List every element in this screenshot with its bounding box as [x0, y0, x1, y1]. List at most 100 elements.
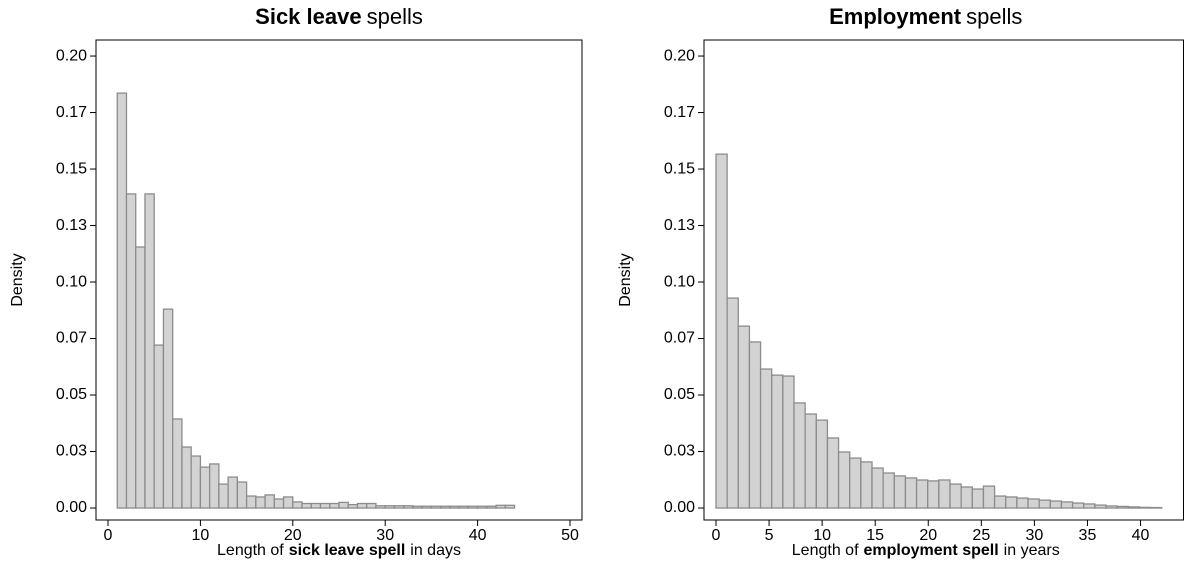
y-tick-label: 0.10 — [56, 273, 87, 290]
bar — [181, 446, 192, 509]
bar — [804, 413, 817, 509]
x-tick-label: 50 — [561, 527, 579, 544]
x-axis-label-part: Length of — [217, 542, 284, 559]
x-axis-label-part: sick leave spell — [289, 542, 406, 559]
x-tick-label: 10 — [813, 527, 831, 544]
x-tick-label: 15 — [866, 527, 884, 544]
bar — [255, 496, 266, 509]
y-axis-label: Density — [9, 253, 26, 306]
y-tick-label: 0.03 — [56, 443, 87, 460]
bar — [1094, 504, 1107, 509]
bar — [748, 341, 762, 509]
x-tick-label: 40 — [469, 527, 487, 544]
bar — [726, 297, 739, 509]
bar — [458, 505, 470, 509]
bar — [162, 308, 174, 509]
bar — [993, 495, 1007, 509]
bar — [190, 455, 202, 509]
bar — [430, 505, 442, 509]
bar — [1071, 502, 1085, 509]
bar — [837, 451, 851, 509]
bar — [125, 193, 137, 509]
bar — [849, 457, 862, 509]
bar — [504, 504, 516, 509]
bar — [236, 481, 248, 509]
bar — [1138, 506, 1152, 509]
bar — [116, 92, 128, 509]
bar — [403, 505, 414, 509]
y-tick-label: 0.13 — [664, 217, 695, 234]
bar — [904, 477, 918, 509]
bar — [1027, 498, 1040, 509]
x-tick-label: 30 — [1025, 527, 1043, 544]
x-tick-label: 0 — [104, 527, 113, 544]
bar — [172, 418, 183, 509]
x-tick-label: 40 — [1132, 527, 1150, 544]
bar — [439, 505, 451, 509]
bar — [1116, 505, 1129, 509]
x-axis-label: Length of sick leave spell in days — [217, 542, 461, 559]
y-tick-label: 0.13 — [56, 217, 87, 234]
bar — [871, 467, 884, 509]
bar — [1060, 501, 1074, 509]
bar — [199, 466, 211, 509]
x-tick-label: 25 — [972, 527, 990, 544]
bar — [476, 505, 488, 509]
bar — [393, 505, 405, 509]
bar — [982, 485, 996, 509]
bar — [467, 505, 479, 509]
y-tick-label: 0.17 — [664, 104, 695, 121]
bar — [882, 472, 895, 509]
chart-title-part: spells — [367, 4, 423, 29]
bar — [338, 501, 349, 509]
y-tick-label: 0.10 — [664, 273, 695, 290]
bar — [153, 344, 165, 509]
y-tick-label: 0.00 — [56, 499, 87, 516]
chart-title-part: Employment — [829, 4, 962, 29]
bar — [1083, 503, 1096, 509]
bar — [245, 495, 257, 509]
bar — [793, 402, 806, 509]
chart-title: Employment spells — [829, 4, 1022, 29]
bar — [144, 193, 155, 509]
bar — [412, 505, 423, 509]
bar — [938, 479, 951, 509]
x-axis-label-part: in days — [410, 542, 461, 559]
bar — [1005, 496, 1018, 509]
bar — [273, 498, 285, 509]
bar — [356, 502, 368, 509]
y-tick-label: 0.07 — [56, 330, 87, 347]
x-axis-label-part: employment spell — [864, 542, 999, 559]
bar — [227, 476, 239, 509]
x-tick-label: 5 — [765, 527, 774, 544]
bar — [1049, 500, 1063, 509]
x-tick-label: 20 — [919, 527, 937, 544]
y-tick-label: 0.17 — [56, 104, 87, 121]
bar — [815, 419, 829, 509]
y-tick-label: 0.20 — [56, 47, 87, 64]
bar — [1105, 505, 1118, 509]
bar — [366, 502, 377, 509]
bar — [135, 246, 146, 509]
bar — [449, 505, 460, 509]
bar — [329, 502, 340, 509]
bar — [301, 502, 312, 509]
bar — [495, 504, 506, 509]
y-tick-label: 0.00 — [664, 499, 695, 516]
y-tick-label: 0.05 — [56, 386, 87, 403]
y-tick-label: 0.05 — [664, 386, 695, 403]
chart-title: Sick leave spells — [255, 4, 423, 29]
bar — [421, 505, 433, 509]
bar — [486, 505, 497, 509]
chart-title-part: spells — [966, 4, 1022, 29]
bar — [1038, 499, 1051, 509]
bar — [971, 488, 985, 509]
bar — [319, 502, 331, 509]
bar — [826, 437, 840, 509]
x-tick-label: 0 — [712, 527, 721, 544]
bar — [375, 505, 386, 509]
bar — [737, 325, 751, 509]
bar — [1127, 506, 1141, 509]
